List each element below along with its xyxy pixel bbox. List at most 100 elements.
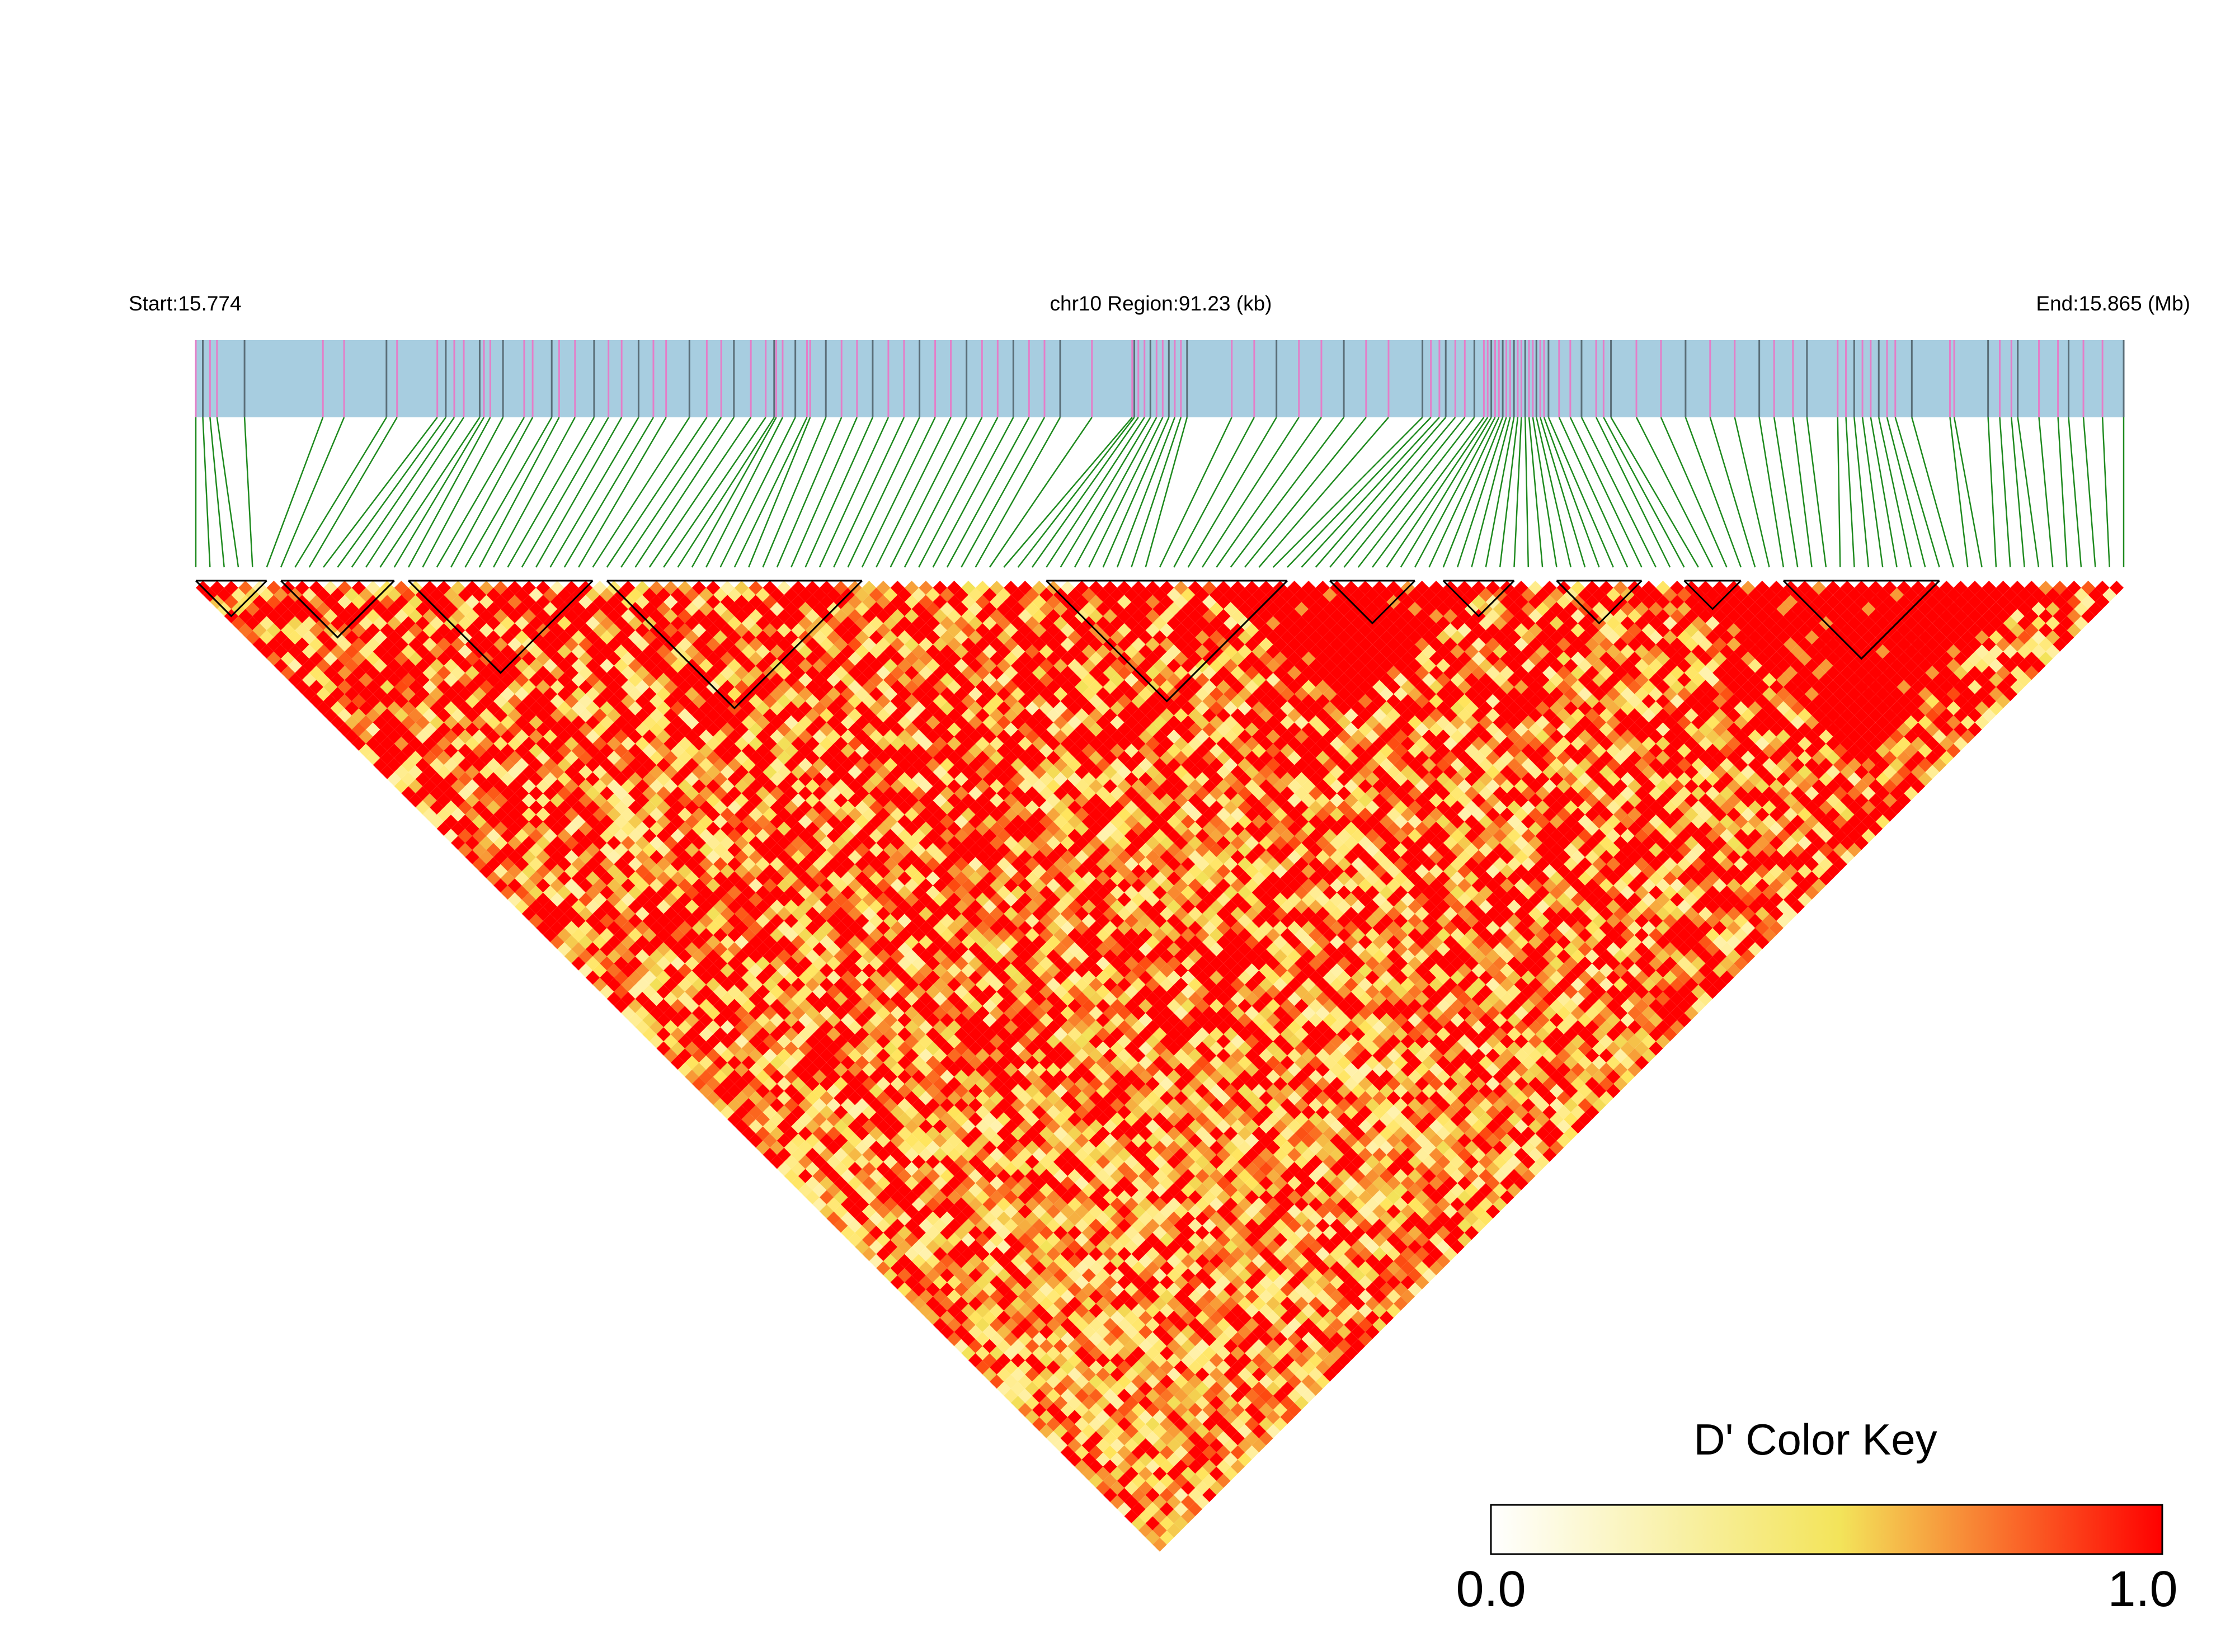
dprime-cell bbox=[812, 1055, 827, 1070]
dprime-cell bbox=[876, 1091, 891, 1105]
dprime-cell bbox=[940, 1140, 954, 1155]
snp-connector bbox=[1734, 417, 1770, 568]
dprime-cell bbox=[840, 1070, 855, 1084]
dprime-cell bbox=[486, 815, 501, 829]
dprime-cell bbox=[755, 1140, 770, 1155]
dprime-cell bbox=[869, 1126, 883, 1141]
dprime-cell bbox=[337, 666, 352, 680]
dprime-cell bbox=[1032, 1402, 1047, 1417]
dprime-cell bbox=[1117, 1331, 1132, 1347]
dprime-cell bbox=[975, 1331, 990, 1347]
dprime-cell bbox=[911, 1225, 926, 1240]
dprime-cell bbox=[578, 963, 593, 978]
dprime-cell bbox=[975, 1360, 990, 1375]
dprime-cell bbox=[940, 1211, 954, 1226]
dprime-cell bbox=[890, 1261, 905, 1276]
dprime-cell bbox=[1188, 1445, 1203, 1460]
dprime-cell bbox=[274, 658, 288, 673]
dprime-cell bbox=[479, 807, 494, 822]
dprime-cell bbox=[812, 1155, 827, 1169]
dprime-cell bbox=[600, 871, 614, 886]
dprime-cell bbox=[578, 793, 593, 808]
dprime-cell bbox=[1195, 1466, 1210, 1481]
dprime-cell bbox=[543, 757, 558, 773]
dprime-cell bbox=[1152, 1438, 1167, 1453]
dprime-cell bbox=[1053, 1268, 1068, 1283]
dprime-cell bbox=[465, 666, 479, 680]
snp-connector bbox=[1999, 417, 2011, 568]
dprime-cell bbox=[691, 935, 707, 949]
dprime-cell bbox=[401, 729, 416, 744]
dprime-cell bbox=[925, 1197, 940, 1212]
dprime-cell bbox=[401, 757, 416, 773]
dprime-cell bbox=[649, 878, 664, 893]
dprime-cell bbox=[330, 587, 345, 603]
dprime-cell bbox=[685, 956, 699, 971]
dprime-cell bbox=[911, 1140, 926, 1155]
dprime-cell bbox=[1025, 1282, 1039, 1297]
dprime-cell bbox=[1216, 1459, 1231, 1474]
dprime-cell bbox=[805, 1076, 820, 1091]
dprime-cell bbox=[373, 644, 388, 659]
dprime-cell bbox=[621, 935, 636, 949]
dprime-cell bbox=[515, 715, 529, 730]
dprime-cell bbox=[975, 1317, 990, 1332]
dprime-cell bbox=[387, 701, 402, 716]
dprime-cell bbox=[1004, 1275, 1018, 1289]
snp-connector bbox=[1017, 417, 1135, 568]
snp-connector bbox=[436, 417, 525, 568]
dprime-cell bbox=[515, 857, 529, 872]
snp-connector bbox=[890, 417, 967, 568]
dprime-cell bbox=[359, 630, 373, 645]
dprime-cell bbox=[1124, 1509, 1138, 1523]
dprime-cell bbox=[415, 602, 430, 616]
dprime-cell bbox=[345, 630, 359, 645]
dprime-cell bbox=[1195, 1410, 1210, 1424]
dprime-cell bbox=[500, 772, 515, 787]
dprime-cell bbox=[479, 666, 494, 680]
dprime-cell bbox=[387, 687, 402, 702]
dprime-cell bbox=[734, 1076, 749, 1091]
dprime-cell bbox=[1145, 1360, 1160, 1375]
dprime-cell bbox=[840, 1211, 855, 1226]
dprime-cell bbox=[1216, 1474, 1231, 1488]
dprime-cell bbox=[1046, 1317, 1061, 1332]
dprime-cell bbox=[940, 1197, 954, 1212]
dprime-cell bbox=[436, 765, 451, 779]
dprime-cell bbox=[1202, 1474, 1217, 1488]
snp-connector bbox=[762, 417, 827, 568]
snp-connector bbox=[2057, 417, 2068, 568]
dprime-cell bbox=[1110, 1395, 1124, 1410]
dprime-cell bbox=[345, 587, 359, 603]
dprime-cell bbox=[1110, 1325, 1124, 1339]
dprime-cell bbox=[1067, 1310, 1082, 1325]
dprime-cell bbox=[734, 935, 749, 949]
dprime-cell bbox=[685, 1013, 699, 1028]
snp-connector bbox=[280, 417, 345, 568]
dprime-cell bbox=[500, 715, 515, 730]
dprime-cell bbox=[430, 743, 444, 758]
dprime-cell bbox=[564, 906, 579, 921]
dprime-cell bbox=[373, 743, 388, 758]
dprime-cell bbox=[840, 1169, 855, 1183]
dprime-cell bbox=[536, 921, 550, 935]
dprime-cell bbox=[1081, 1395, 1096, 1410]
dprime-cell bbox=[749, 949, 763, 964]
snp-connector bbox=[1806, 417, 1827, 568]
dprime-cell bbox=[1060, 1360, 1075, 1375]
dprime-cell bbox=[472, 786, 487, 801]
dprime-cell bbox=[770, 1041, 784, 1056]
dprime-cell bbox=[840, 1225, 855, 1240]
dprime-cell bbox=[366, 609, 380, 624]
dprime-cell bbox=[472, 672, 487, 688]
dprime-cell bbox=[805, 1133, 820, 1148]
dprime-cell bbox=[1032, 1317, 1047, 1332]
dprime-cell bbox=[975, 1289, 990, 1304]
dprime-cell bbox=[1074, 1317, 1089, 1332]
dprime-cell bbox=[855, 1126, 869, 1141]
dprime-cell bbox=[805, 1176, 820, 1190]
dprime-cell bbox=[1053, 1296, 1068, 1311]
dprime-cell bbox=[855, 1240, 869, 1254]
dprime-cell bbox=[1095, 1424, 1111, 1438]
dprime-cell bbox=[465, 736, 479, 751]
